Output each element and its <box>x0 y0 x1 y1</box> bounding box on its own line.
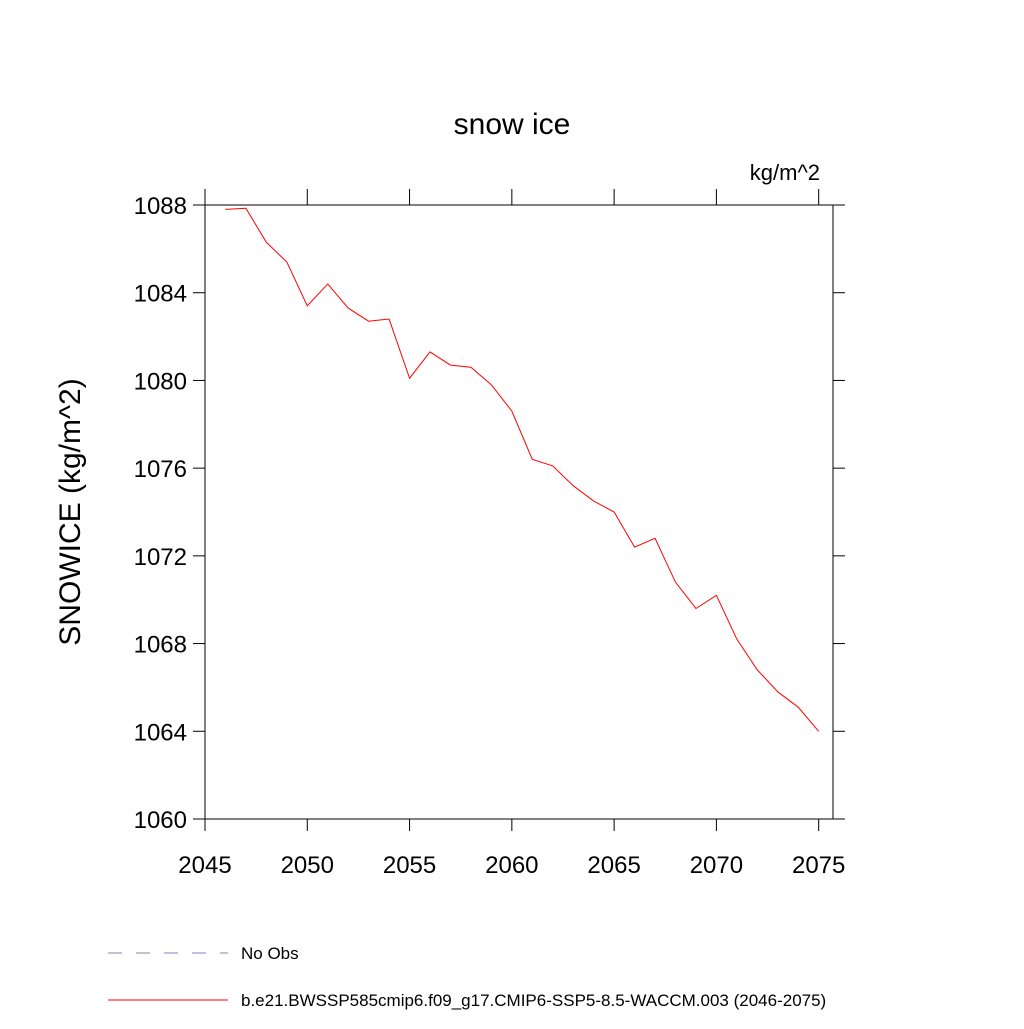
y-tick-label: 1084 <box>134 281 187 308</box>
y-axis-title: SNOWICE (kg/m^2) <box>54 378 87 645</box>
x-tick-label: 2065 <box>587 852 640 879</box>
series-line <box>225 207 820 732</box>
units-label: kg/m^2 <box>750 160 820 185</box>
legend-label: No Obs <box>241 944 299 963</box>
legend-label: b.e21.BWSSP585cmip6.f09_g17.CMIP6-SSP5-8… <box>241 991 826 1010</box>
y-tick-label: 1068 <box>134 632 187 659</box>
x-tick-label: 2055 <box>383 852 436 879</box>
y-tick-label: 1064 <box>134 719 187 746</box>
y-tick-label: 1080 <box>134 368 187 395</box>
plot-frame <box>204 204 834 820</box>
x-tick-label: 2075 <box>792 852 845 879</box>
x-tick-label: 2050 <box>281 852 334 879</box>
y-tick-label: 1076 <box>134 456 187 483</box>
y-tick-label: 1072 <box>134 544 187 571</box>
y-tick-label: 1060 <box>134 807 187 834</box>
y-tick-label: 1088 <box>134 193 187 220</box>
chart-title: snow ice <box>454 108 571 141</box>
x-tick-label: 2045 <box>178 852 231 879</box>
x-tick-label: 2060 <box>485 852 538 879</box>
x-tick-label: 2070 <box>690 852 743 879</box>
